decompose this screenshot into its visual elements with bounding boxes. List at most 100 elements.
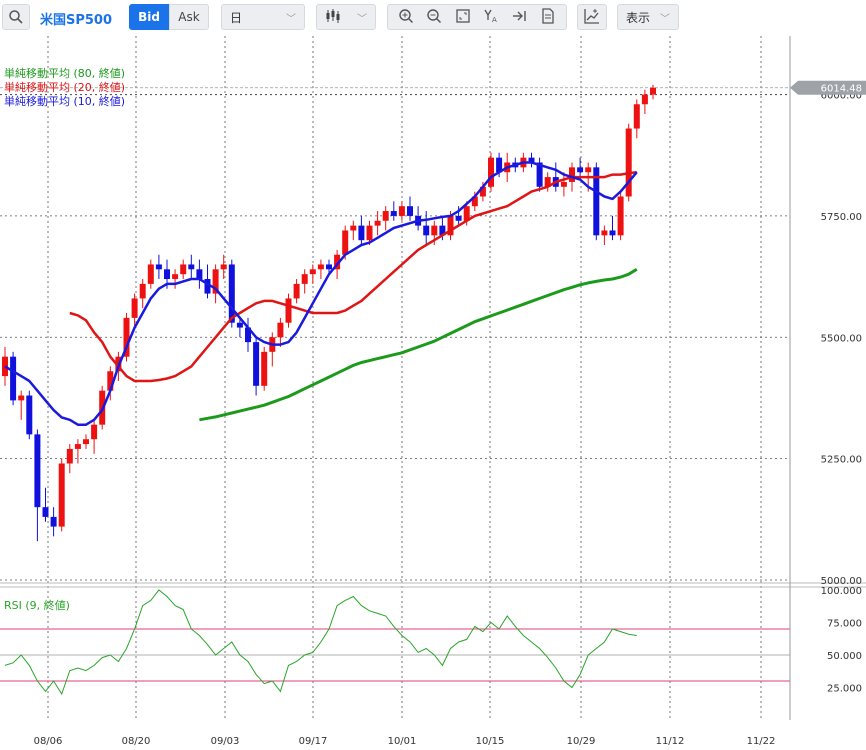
candle bbox=[261, 346, 268, 391]
period-select[interactable]: 日 ﹀ bbox=[221, 4, 305, 30]
candle bbox=[42, 487, 49, 522]
candle-body bbox=[204, 279, 211, 294]
legend-sma80[interactable]: 単純移動平均 (80, 終値) bbox=[4, 67, 126, 80]
symbol-label[interactable]: 米国SP500 bbox=[40, 13, 113, 28]
candle-body bbox=[220, 264, 227, 270]
candle-body bbox=[309, 269, 316, 275]
chevron-down-icon: ﹀ bbox=[660, 13, 670, 25]
zoom-in-icon[interactable] bbox=[398, 8, 414, 27]
auto-scale-icon[interactable]: A bbox=[483, 8, 499, 27]
chevron-down-icon: ﹀ bbox=[286, 13, 296, 25]
time-tick-label: 11/22 bbox=[747, 736, 776, 747]
candle-body bbox=[423, 225, 430, 236]
candle bbox=[74, 439, 81, 464]
candle bbox=[317, 259, 324, 280]
candle bbox=[123, 313, 130, 362]
candle-body bbox=[50, 516, 57, 527]
candle bbox=[617, 191, 624, 241]
candle bbox=[560, 172, 567, 197]
candle-body bbox=[253, 342, 260, 386]
toolbar: 米国SP500 Bid Ask 日 ﹀ ﹀ A 表示 ﹀ bbox=[0, 0, 866, 36]
candle-body bbox=[317, 264, 324, 270]
rsi-tick-label: 25.000 bbox=[827, 684, 862, 695]
candle bbox=[641, 89, 648, 114]
candle-body bbox=[601, 230, 608, 236]
candle bbox=[180, 259, 187, 280]
time-axis: 08/06 08/20 09/03 09/17 10/01 10/15 10/29 11/12… bbox=[34, 736, 776, 747]
scroll-to-latest-icon[interactable] bbox=[511, 8, 527, 27]
add-indicator-icon bbox=[584, 8, 600, 27]
candle bbox=[350, 220, 357, 241]
candle-body bbox=[650, 87, 656, 95]
ask-button[interactable]: Ask bbox=[169, 4, 209, 30]
time-tick-label: 10/15 bbox=[476, 736, 505, 747]
price-axis: 6000.00 5750.00 5500.00 5250.00 5000.00 bbox=[789, 36, 866, 720]
candle-body bbox=[528, 157, 535, 163]
candle bbox=[269, 332, 276, 367]
period-value: 日 bbox=[230, 10, 243, 25]
candle-body bbox=[123, 317, 130, 357]
chart-area[interactable]: 100.000 75.000 50.000 25.000 6000.00 5750.00… bbox=[0, 36, 866, 750]
price-axis-bg bbox=[790, 36, 866, 580]
candle-body bbox=[236, 322, 243, 328]
candle-body bbox=[366, 225, 373, 241]
candle-body bbox=[471, 196, 478, 207]
candle-body bbox=[245, 327, 251, 343]
candle bbox=[139, 279, 146, 309]
candle bbox=[204, 264, 211, 299]
candle-body bbox=[212, 269, 219, 294]
legend-sma10[interactable]: 単純移動平均 (10, 終値) bbox=[4, 95, 126, 108]
candle-body bbox=[91, 424, 98, 440]
candle-body bbox=[488, 157, 494, 187]
legend-sma20[interactable]: 単純移動平均 (20, 終値) bbox=[4, 81, 126, 94]
candle-body bbox=[196, 269, 203, 280]
sma10-path bbox=[4, 161, 638, 426]
indicator-button[interactable] bbox=[577, 4, 607, 30]
candle-body bbox=[374, 220, 381, 226]
chart-type-select[interactable]: ﹀ bbox=[316, 4, 376, 30]
candle bbox=[326, 259, 332, 275]
candle-body bbox=[74, 444, 81, 449]
bid-button[interactable]: Bid bbox=[129, 4, 169, 30]
candle-body bbox=[633, 104, 640, 129]
zoom-out-icon[interactable] bbox=[426, 8, 442, 27]
candle bbox=[220, 254, 227, 280]
candle bbox=[301, 269, 308, 294]
candle-body bbox=[188, 264, 195, 270]
view-dropdown[interactable]: 表示 ﹀ bbox=[617, 4, 679, 30]
candle bbox=[253, 337, 260, 396]
chevron-down-icon: ﹀ bbox=[357, 13, 367, 25]
current-price-tag: 6014.48 bbox=[790, 80, 866, 95]
candle-body bbox=[398, 206, 405, 216]
document-icon[interactable] bbox=[540, 7, 556, 27]
candle-body bbox=[560, 181, 567, 187]
legend-rsi[interactable]: RSI (9, 終値) bbox=[4, 599, 70, 612]
candle-body bbox=[593, 167, 600, 236]
candle-body bbox=[350, 225, 357, 231]
fit-screen-icon[interactable] bbox=[455, 8, 471, 27]
candle bbox=[366, 220, 373, 246]
candle bbox=[528, 152, 535, 168]
candle-body bbox=[641, 94, 648, 105]
search-icon bbox=[8, 9, 24, 25]
time-tick-label: 08/06 bbox=[34, 736, 63, 747]
candle bbox=[293, 279, 300, 304]
candle-body bbox=[455, 215, 462, 221]
candle bbox=[544, 172, 551, 192]
candle bbox=[26, 390, 33, 440]
candle bbox=[358, 215, 365, 246]
candle-body bbox=[147, 264, 154, 284]
candle bbox=[131, 293, 138, 328]
candle-body bbox=[139, 283, 146, 299]
candle-body bbox=[26, 395, 33, 435]
candle-body bbox=[83, 439, 89, 445]
candle bbox=[188, 254, 195, 280]
candle bbox=[277, 317, 284, 347]
search-button[interactable] bbox=[2, 4, 30, 30]
candle-body bbox=[180, 264, 187, 275]
candle bbox=[382, 206, 389, 231]
price-tick-label: 5000.00 bbox=[821, 576, 862, 587]
candle bbox=[374, 211, 381, 236]
candle bbox=[593, 162, 600, 241]
price-tick-label: 5500.00 bbox=[821, 333, 862, 344]
